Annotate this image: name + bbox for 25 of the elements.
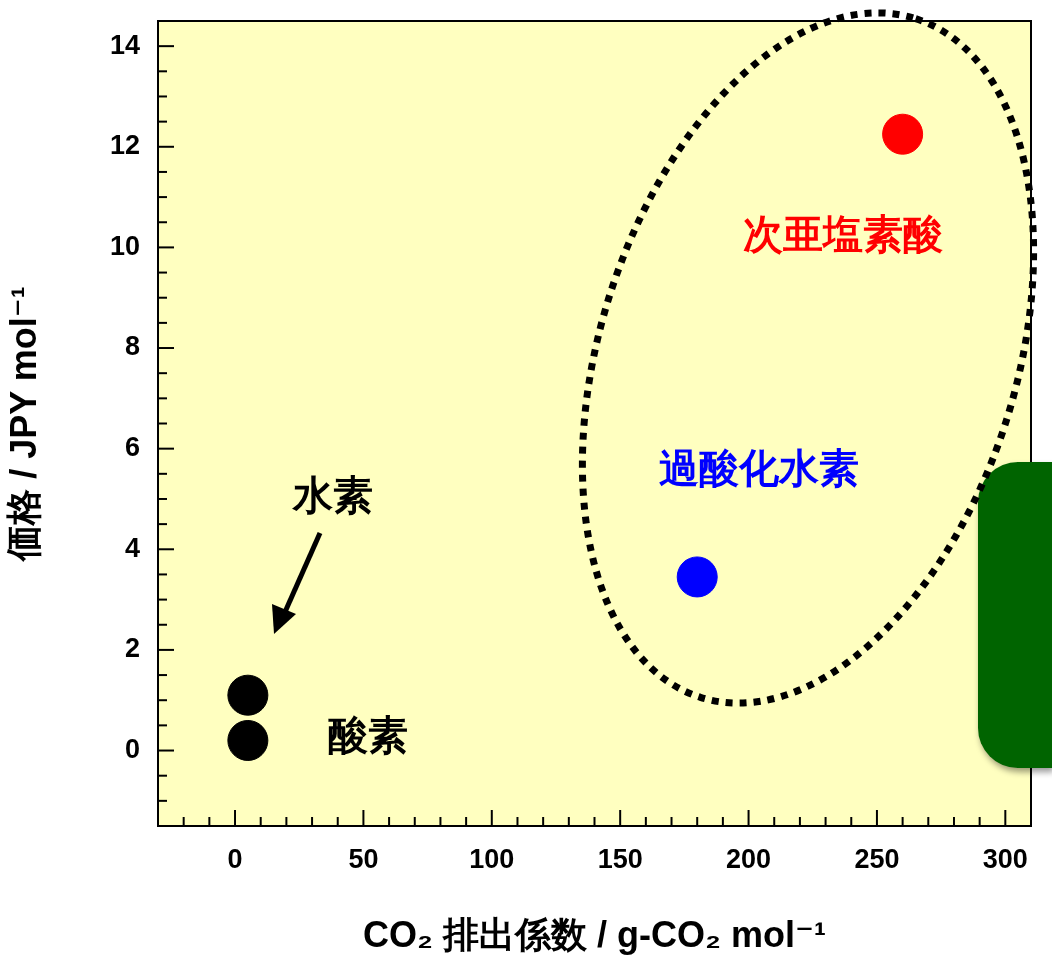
x-tick-label: 200	[726, 843, 772, 874]
annotation: 酸素	[327, 712, 408, 757]
y-axis-title: 価格 / JPY mol⁻¹	[2, 286, 44, 562]
point	[882, 113, 924, 155]
y-tick-label: 2	[124, 633, 140, 664]
annotation: 水素	[290, 473, 373, 518]
x-tick-label: 300	[982, 843, 1028, 874]
y-tick-label: 0	[124, 733, 140, 764]
y-tick-label: 14	[109, 29, 140, 60]
x-tick-label: 0	[227, 843, 243, 874]
point	[227, 674, 269, 716]
y-tick-label: 12	[109, 130, 140, 161]
y-tick-label: 6	[124, 432, 140, 463]
series-label: 次亜塩素酸	[742, 212, 943, 257]
y-tick-label: 10	[109, 230, 140, 261]
y-tick-label: 4	[124, 532, 140, 563]
x-tick-label: 50	[348, 843, 379, 874]
point	[676, 556, 718, 598]
x-tick-label: 150	[597, 843, 643, 874]
x-tick-label: 250	[854, 843, 900, 874]
x-tick-label: 100	[469, 843, 515, 874]
x-axis-title: CO₂ 排出係数 / g-CO₂ mol⁻¹	[363, 914, 826, 956]
y-tick-label: 8	[124, 331, 140, 362]
series-label: 過酸化水素	[659, 445, 860, 490]
point	[227, 719, 269, 761]
